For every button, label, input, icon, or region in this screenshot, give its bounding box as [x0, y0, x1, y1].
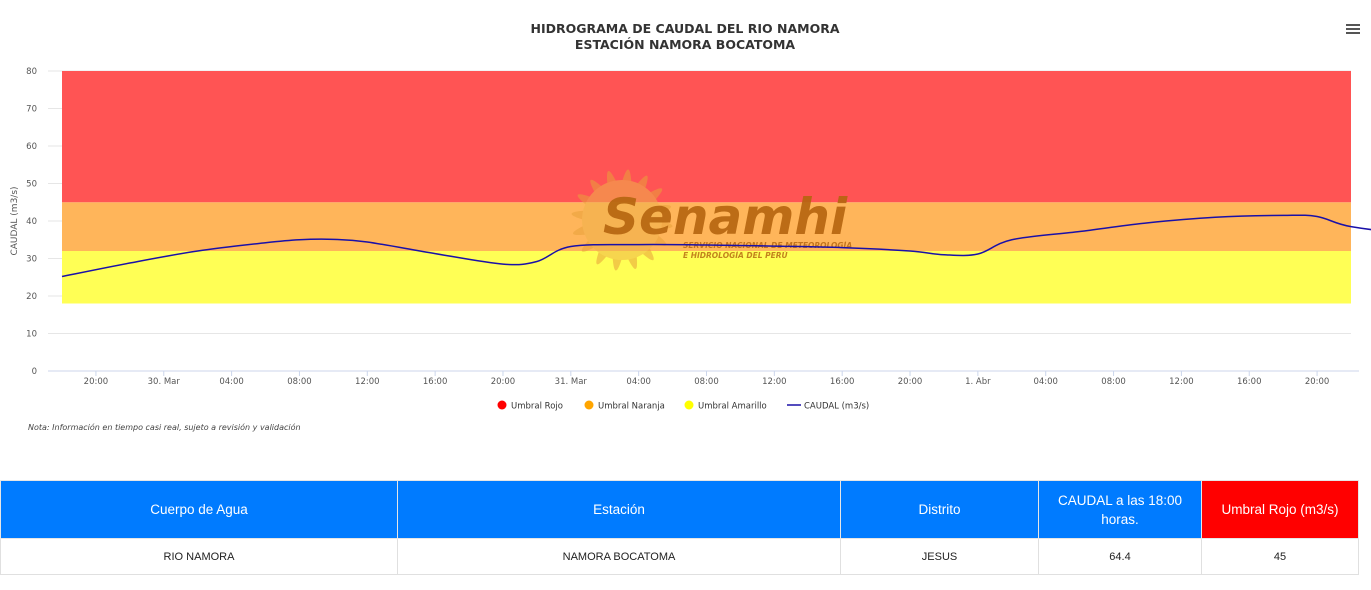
band-umbral-amarillo — [62, 251, 1351, 304]
legend-item-umbral-naranja[interactable]: Umbral Naranja — [584, 400, 665, 412]
x-tick-label: 1. Abr — [965, 377, 991, 387]
y-tick-label: 60 — [26, 142, 37, 152]
legend-label: Umbral Rojo — [511, 402, 563, 412]
logo-sun-ray — [612, 256, 622, 271]
y-tick-label: 20 — [26, 292, 37, 302]
chart-note: Nota: Información en tiempo casi real, s… — [28, 423, 301, 432]
y-tick-label: 10 — [26, 330, 37, 340]
logo-sun-ray — [648, 188, 663, 201]
x-tick-label: 08:00 — [287, 377, 312, 387]
senamhi-logo — [571, 169, 673, 271]
x-tick-label: 12:00 — [1169, 377, 1194, 387]
menu-line — [1346, 32, 1360, 34]
header-district: Distrito — [840, 480, 1039, 539]
legend-dot-icon — [497, 400, 507, 410]
legend-item-umbral-rojo[interactable]: Umbral Rojo — [497, 400, 563, 412]
chart-legend: Umbral Rojo Umbral Naranja Umbral Amarillo… — [497, 400, 869, 412]
x-tick-label: 04:00 — [626, 377, 651, 387]
legend-item-umbral-amarillo[interactable]: Umbral Amarillo — [684, 400, 767, 412]
logo-sun-ray — [571, 210, 586, 220]
header-flow-value: CAUDAL a las 18:00 horas. — [1038, 480, 1202, 539]
logo-sun-ray — [658, 220, 673, 230]
legend-item-caudal-m3-s[interactable]: CAUDAL (m3/s) — [787, 402, 869, 412]
series-line-caudal — [61, 214, 1371, 278]
legend-label: Umbral Amarillo — [698, 402, 767, 412]
logo-wordmark: Senamhi — [603, 188, 848, 246]
x-tick-label: 31. Mar — [555, 377, 588, 387]
cell-district: JESUS — [840, 538, 1039, 575]
x-tick-label: 12:00 — [762, 377, 787, 387]
band-umbral-naranja — [62, 202, 1351, 251]
y-axis-label: CAUDAL (m3/s) — [10, 186, 20, 255]
menu-line — [1346, 24, 1360, 26]
table-row: RIO NAMORA NAMORA BOCATOMA JESUS 64.4 45 — [0, 538, 1359, 575]
x-tick-label: 16:00 — [1237, 377, 1262, 387]
x-tick-label: 08:00 — [694, 377, 719, 387]
chart-menu-icon[interactable] — [1344, 22, 1362, 40]
x-tick-label: 20:00 — [1305, 377, 1330, 387]
logo-sun-disc — [582, 180, 662, 260]
x-tick-label: 20:00 — [491, 377, 516, 387]
legend-label: CAUDAL (m3/s) — [804, 402, 869, 412]
x-tick-label: 16:00 — [830, 377, 855, 387]
x-tick-label: 04:00 — [219, 377, 244, 387]
legend-dot-icon — [584, 400, 594, 410]
legend-dot-icon — [684, 400, 694, 410]
hydrograph-chart: HIDROGRAMA DE CAUDAL DEL RIO NAMORA ESTAC… — [10, 21, 1371, 412]
x-tick-label: 16:00 — [423, 377, 448, 387]
header-station: Estación — [397, 480, 841, 539]
logo-sun-ray — [590, 179, 603, 194]
chart-svg: HIDROGRAMA DE CAUDAL DEL RIO NAMORAESTAC… — [10, 21, 1371, 412]
x-tick-label: 20:00 — [898, 377, 923, 387]
y-tick-label: 40 — [26, 217, 37, 227]
x-tick-label: 12:00 — [355, 377, 380, 387]
band-umbral-rojo — [62, 71, 1351, 203]
menu-line — [1346, 28, 1360, 30]
table-header-row: Cuerpo de Agua Estación Distrito CAUDAL … — [0, 480, 1359, 539]
station-table: Cuerpo de Agua Estación Distrito CAUDAL … — [0, 480, 1359, 575]
x-tick-label: 30. Mar — [148, 377, 181, 387]
y-tick-label: 0 — [32, 367, 37, 377]
cell-flow-value: 64.4 — [1038, 538, 1202, 575]
legend-label: Umbral Naranja — [598, 402, 665, 412]
x-tick-label: 20:00 — [84, 377, 109, 387]
cell-red-threshold: 45 — [1201, 538, 1359, 575]
logo-sun-ray — [622, 169, 632, 184]
logo-sun-ray — [641, 246, 654, 261]
y-tick-label: 80 — [26, 67, 37, 77]
logo-tagline-2: E HIDROLOGÍA DEL PERÚ — [683, 251, 788, 260]
x-tick-label: 08:00 — [1101, 377, 1126, 387]
y-tick-label: 70 — [26, 105, 37, 115]
chart-title: HIDROGRAMA DE CAUDAL DEL RIO NAMORA — [531, 21, 840, 36]
cell-water-body: RIO NAMORA — [0, 538, 398, 575]
cell-station: NAMORA BOCATOMA — [397, 538, 841, 575]
y-tick-label: 30 — [26, 255, 37, 265]
header-water-body: Cuerpo de Agua — [0, 480, 398, 539]
x-tick-label: 04:00 — [1033, 377, 1058, 387]
y-tick-label: 50 — [26, 180, 37, 190]
chart-subtitle: ESTACIÓN NAMORA BOCATOMA — [575, 37, 796, 52]
header-red-threshold: Umbral Rojo (m3/s) — [1201, 480, 1359, 539]
